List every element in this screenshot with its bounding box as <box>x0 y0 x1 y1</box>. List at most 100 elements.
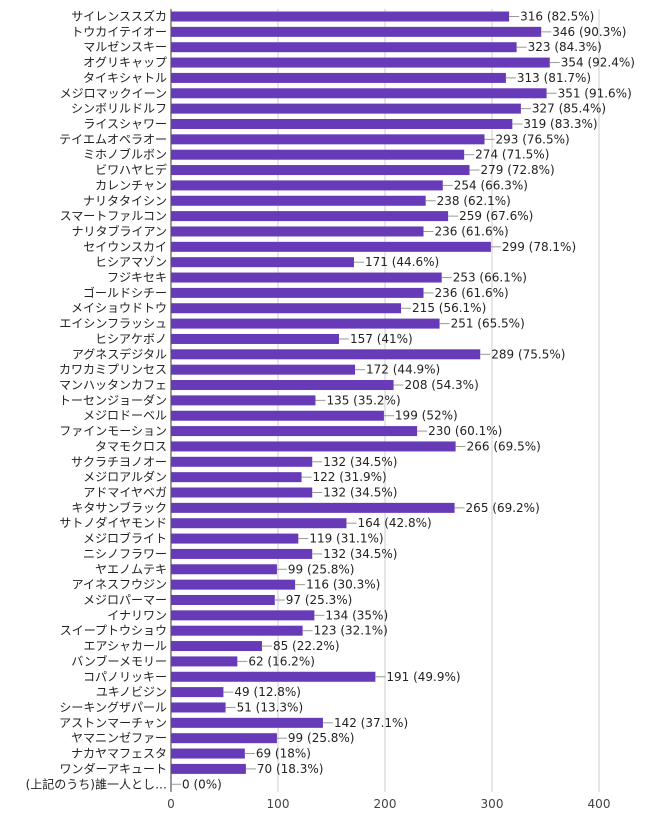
bar <box>171 763 246 774</box>
value-label: 274 (71.5%) <box>475 148 549 162</box>
category-label: サイレンススズカ <box>71 9 167 24</box>
bar <box>171 564 277 575</box>
category-label: ヤマニンゼファー <box>71 731 167 745</box>
bars-group <box>171 11 550 774</box>
category-label: ヤエノムテキ <box>95 562 167 576</box>
category-label: ニシノフラワー <box>83 547 167 561</box>
x-tick-label: 200 <box>374 797 397 811</box>
bar <box>171 103 521 114</box>
bar <box>171 579 296 590</box>
value-label: 199 (52%) <box>395 409 458 423</box>
value-label: 172 (44.9%) <box>366 363 440 377</box>
value-label: 215 (56.1%) <box>412 301 486 315</box>
bar <box>171 548 313 559</box>
category-label: ライスシャワー <box>83 117 167 131</box>
value-label: 132 (34.5%) <box>323 486 397 500</box>
category-label: ビワハヤヒデ <box>95 162 167 177</box>
category-label: メイショウドトウ <box>71 301 167 315</box>
category-label: ナリタブライアン <box>71 223 167 238</box>
category-label: タイキシャトル <box>83 71 167 85</box>
value-label: 69 (18%) <box>256 747 311 761</box>
bar <box>171 656 238 667</box>
value-labels: 316 (82.5%)346 (90.3%)323 (84.3%) 354 (92… <box>171 10 635 791</box>
category-label: アイネスフウジン <box>72 578 167 592</box>
value-label: 253 (66.1%) <box>453 271 527 285</box>
value-label: 51 (13.3%) <box>237 700 304 714</box>
value-label: 122 (31.9%) <box>313 470 387 484</box>
category-label: メジロドーベル <box>83 409 167 423</box>
value-label: 119 (31.1%) <box>309 532 383 546</box>
value-label: 319 (83.3%) <box>523 117 597 131</box>
value-label: 354 (92.4%) <box>561 56 635 70</box>
bar <box>171 257 354 268</box>
bar <box>171 641 262 652</box>
bar <box>171 11 510 22</box>
category-label: マルゼンスキー <box>83 40 167 54</box>
bar <box>171 441 456 452</box>
category-label: タマモクロス <box>95 439 167 453</box>
bar <box>171 395 316 406</box>
value-label: 135 (35.2%) <box>326 393 400 407</box>
category-label: ナリタタイシン <box>83 194 167 208</box>
category-label: ファインモーション <box>59 424 167 438</box>
bar <box>171 88 547 99</box>
bar <box>171 364 356 375</box>
bar <box>171 625 303 636</box>
category-label: キタサンブラック <box>71 500 167 515</box>
bar <box>171 287 424 298</box>
value-label: 323 (84.3%) <box>528 40 602 54</box>
value-label: 157 (41%) <box>350 332 413 346</box>
category-label: カレンチャン <box>95 178 167 192</box>
bar <box>171 195 426 206</box>
category-label: シーキングザパール <box>59 700 167 714</box>
bar <box>171 226 424 237</box>
bar <box>171 594 275 605</box>
value-label: 259 (67.6%) <box>459 209 533 223</box>
value-label: 132 (34.5%) <box>323 547 397 561</box>
category-label: メジロマックイーン <box>60 86 167 100</box>
category-label: コパノリッキー <box>83 670 167 684</box>
value-label: 171 (44.6%) <box>365 255 439 269</box>
category-label: ヒシアマゾン <box>95 255 167 269</box>
bar <box>171 272 442 283</box>
category-label: ナカヤマフェスタ <box>71 747 167 761</box>
category-label: メジロパーマー <box>83 593 167 607</box>
value-label: 293 (76.5%) <box>496 132 570 146</box>
bar <box>171 149 465 160</box>
x-tick-label: 100 <box>267 797 290 811</box>
bar <box>171 72 506 83</box>
value-label: 236 (61.6%) <box>435 286 509 300</box>
bar <box>171 702 226 713</box>
category-label: マンハッタンカフェ <box>59 378 167 392</box>
value-label: 316 (82.5%) <box>520 10 594 24</box>
category-label: イナリワン <box>107 608 167 622</box>
bar <box>171 487 313 498</box>
bar <box>171 42 517 53</box>
category-label: トーセンジョーダン <box>59 392 167 407</box>
category-label: カワカミプリンセス <box>59 363 167 377</box>
value-label: 97 (25.3%) <box>286 593 353 607</box>
category-label: トウカイテイオー <box>71 25 167 39</box>
bar <box>171 180 443 191</box>
category-label: ミホノブルボン <box>83 147 167 162</box>
category-label: セイウンスカイ <box>83 240 167 254</box>
value-label: 346 (90.3%) <box>552 25 626 39</box>
bar <box>171 57 550 68</box>
category-label: メジロブライト <box>83 531 167 546</box>
bar <box>171 472 302 483</box>
bar <box>171 165 470 176</box>
category-label: ゴールドシチー <box>83 285 167 300</box>
value-label: 279 (72.8%) <box>481 163 555 177</box>
bar <box>171 349 481 360</box>
category-label: (上記のうち)誰一人とし… <box>26 776 167 791</box>
value-label: 351 (91.6%) <box>558 86 632 100</box>
category-label: オグリキャップ <box>83 56 167 70</box>
category-label: フジキセキ <box>107 271 167 285</box>
bar <box>171 426 418 437</box>
category-label: シンボリルドルフ <box>71 102 167 116</box>
bar <box>171 502 455 513</box>
category-label: サトノダイヤモンド <box>59 515 167 530</box>
category-label: メジロアルダン <box>83 469 167 484</box>
x-tick-label: 300 <box>481 797 504 811</box>
